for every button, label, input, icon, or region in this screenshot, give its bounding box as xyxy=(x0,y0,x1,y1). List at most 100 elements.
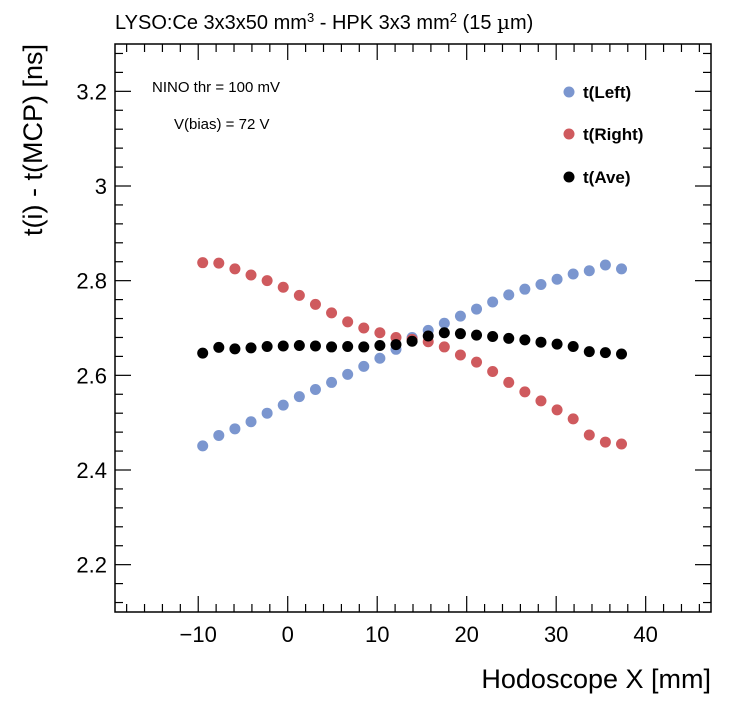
data-point xyxy=(293,289,305,301)
data-point xyxy=(535,395,547,407)
data-point xyxy=(599,436,611,448)
data-point xyxy=(374,340,386,352)
data-point xyxy=(616,438,628,450)
data-point xyxy=(519,386,531,398)
data-point xyxy=(374,352,386,364)
data-point xyxy=(438,327,450,339)
data-point xyxy=(616,348,628,360)
x-axis-label: Hodoscope X [mm] xyxy=(481,664,711,694)
x-tick-label: 20 xyxy=(454,622,478,647)
series-tave xyxy=(197,327,628,360)
data-point xyxy=(358,322,370,334)
data-point xyxy=(261,275,273,287)
legend-label: t(Ave) xyxy=(583,168,631,187)
data-point xyxy=(245,269,257,281)
data-point xyxy=(487,331,499,343)
x-tick-label: 30 xyxy=(544,622,568,647)
data-point xyxy=(293,340,305,352)
data-point xyxy=(535,278,547,290)
y-tick-label: 3.2 xyxy=(76,79,107,104)
data-point xyxy=(519,283,531,295)
data-point xyxy=(535,336,547,348)
series-tleft xyxy=(197,259,628,452)
legend-label: t(Left) xyxy=(583,83,631,102)
data-point xyxy=(229,423,241,435)
x-tick-labels: −10 0 10 20 30 40 xyxy=(180,622,658,647)
data-point xyxy=(519,334,531,346)
data-point xyxy=(503,332,515,344)
data-point xyxy=(309,340,321,352)
data-point xyxy=(438,341,450,353)
y-tick-label: 2.4 xyxy=(76,458,107,483)
data-points xyxy=(197,257,628,452)
legend-marker xyxy=(563,128,575,140)
data-point xyxy=(583,346,595,358)
data-point xyxy=(487,366,499,378)
data-point xyxy=(503,289,515,301)
annotation-nino-threshold: NINO thr = 100 mV xyxy=(152,79,280,96)
legend-marker xyxy=(563,86,575,98)
data-point xyxy=(326,307,338,319)
legend-marker xyxy=(563,171,575,183)
data-point xyxy=(358,341,370,353)
data-point xyxy=(342,316,354,328)
data-point xyxy=(599,347,611,359)
legend-label: t(Right) xyxy=(583,125,643,144)
y-axis-label: t(i) - t(MCP) [ns] xyxy=(18,44,48,236)
y-tick-label: 3 xyxy=(95,174,107,199)
data-point xyxy=(390,339,402,351)
data-point xyxy=(503,376,515,388)
y-tick-labels: 2.2 2.4 2.6 2.8 3 3.2 xyxy=(76,79,107,577)
data-point xyxy=(197,347,209,359)
data-point xyxy=(197,440,209,452)
x-tick-label: −10 xyxy=(180,622,217,647)
data-point xyxy=(422,330,434,342)
data-point xyxy=(245,416,257,428)
x-tick-label: 40 xyxy=(633,622,657,647)
y-tick-label: 2.2 xyxy=(76,553,107,578)
data-point xyxy=(261,340,273,352)
data-point xyxy=(342,368,354,380)
data-point xyxy=(406,335,418,347)
data-point xyxy=(213,341,225,353)
data-point xyxy=(309,384,321,396)
series-tright xyxy=(197,257,628,450)
data-point xyxy=(358,360,370,372)
chart-title: LYSO:Ce 3x3x50 mm3 - HPK 3x3 mm2 (15 µm) xyxy=(115,10,533,35)
data-point xyxy=(374,327,386,339)
data-point xyxy=(471,329,483,341)
y-tick-label: 2.8 xyxy=(76,269,107,294)
data-point xyxy=(487,296,499,308)
data-point xyxy=(309,298,321,310)
data-point xyxy=(599,259,611,271)
data-point xyxy=(213,257,225,269)
data-point xyxy=(551,338,563,350)
data-point xyxy=(438,317,450,329)
legend: t(Left) t(Right) t(Ave) xyxy=(563,83,643,187)
annotation-bias-voltage: V(bias) = 72 V xyxy=(174,116,269,133)
data-point xyxy=(471,303,483,315)
data-point xyxy=(551,404,563,416)
data-point xyxy=(454,328,466,340)
data-point xyxy=(213,429,225,441)
data-point xyxy=(567,340,579,352)
x-tick-label: 10 xyxy=(365,622,389,647)
y-tick-label: 2.6 xyxy=(76,363,107,388)
data-point xyxy=(583,265,595,277)
data-point xyxy=(229,343,241,355)
data-point xyxy=(229,263,241,275)
data-point xyxy=(277,281,289,293)
data-point xyxy=(454,310,466,322)
data-point xyxy=(567,268,579,280)
axis-ticks xyxy=(115,44,711,612)
data-point xyxy=(245,342,257,354)
x-tick-label: 0 xyxy=(282,622,294,647)
data-point xyxy=(326,341,338,353)
data-point xyxy=(551,273,563,285)
data-point xyxy=(583,429,595,441)
data-point xyxy=(261,407,273,419)
data-point xyxy=(293,391,305,403)
data-point xyxy=(454,349,466,361)
data-point xyxy=(342,340,354,352)
